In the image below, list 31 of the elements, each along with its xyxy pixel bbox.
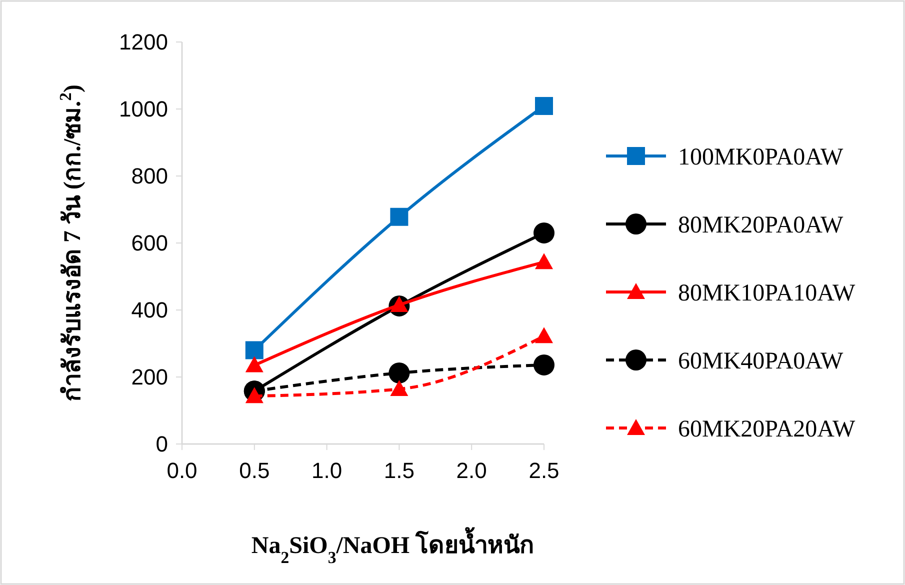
point (245, 387, 264, 404)
legend-label: 60MK20PA20AW (678, 416, 856, 442)
x-tick-label: 0.5 (239, 458, 270, 483)
legend-label: 80MK20PA0AW (678, 212, 844, 238)
point (535, 327, 553, 344)
x-tick-label: 1.0 (312, 458, 342, 483)
x-tick-label: 1.5 (384, 458, 414, 483)
y-tick-label: 600 (131, 230, 168, 256)
x-tick-label: 2.0 (456, 458, 487, 483)
point (535, 96, 553, 115)
x-tick-label: 0.0 (166, 458, 198, 483)
point (390, 296, 408, 312)
point (534, 354, 554, 376)
y-tick-label: 1200 (119, 30, 168, 55)
point (390, 208, 408, 226)
legend-label: 100MK0PA0AW (678, 144, 844, 170)
point (535, 253, 553, 270)
point (245, 356, 264, 372)
point (245, 341, 264, 360)
point (534, 222, 554, 244)
x-tick-label: 2.5 (528, 458, 560, 483)
y-tick-label: 200 (131, 364, 168, 390)
y-tick-label: 800 (131, 164, 168, 189)
legend-label: 60MK40PA0AW (678, 348, 844, 374)
point (388, 362, 410, 384)
x-axis-title: Na$_{2}$SiO$_{3}$/NaOH โดยน้ำหนัก (251, 526, 535, 566)
y-tick-label: 1000 (119, 96, 168, 122)
y-tick-label: 400 (131, 298, 168, 323)
point (390, 380, 408, 396)
y-tick-label: 0 (156, 432, 168, 457)
legend-label: 80MK10PA10AW (678, 280, 856, 306)
